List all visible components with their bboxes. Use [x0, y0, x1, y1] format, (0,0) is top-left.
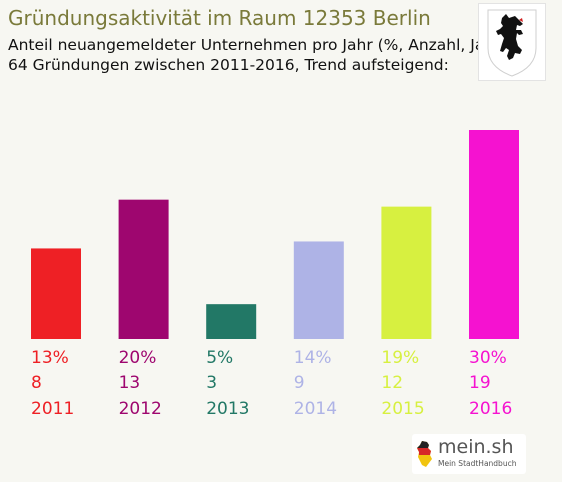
berlin-bear-icon: [487, 9, 537, 77]
bar-2013: [206, 304, 257, 339]
count-label-2011: 8: [31, 373, 42, 393]
year-label-2012: 2012: [119, 399, 162, 419]
year-label-2015: 2015: [381, 399, 424, 419]
germany-map-icon: [417, 441, 432, 467]
percent-label-2014: 14%: [294, 348, 332, 368]
year-label-2014: 2014: [294, 399, 337, 419]
count-label-2015: 12: [381, 373, 403, 393]
year-label-2011: 2011: [31, 399, 74, 419]
percent-label-2012: 20%: [119, 348, 157, 368]
percent-label-2013: 5%: [206, 348, 233, 368]
bar-2016: [469, 130, 519, 339]
berlin-coat-of-arms: [478, 3, 546, 81]
chart-summary: 64 Gründungen zwischen 2011-2016, Trend …: [8, 56, 449, 74]
count-label-2013: 3: [206, 373, 217, 393]
chart-title: Gründungsaktivität im Raum 12353 Berlin: [8, 6, 431, 30]
percent-label-2016: 30%: [469, 348, 507, 368]
year-label-2013: 2013: [206, 399, 249, 419]
brand-name: mein.sh: [438, 436, 514, 458]
bar-2011: [31, 248, 81, 339]
percent-label-2011: 13%: [31, 348, 69, 368]
year-label-2016: 2016: [469, 399, 512, 419]
count-label-2012: 13: [119, 373, 141, 393]
chart-subtitle: Anteil neuangemeldeter Unternehmen pro J…: [8, 36, 507, 54]
brand-logo: mein.sh Mein StadtHandbuch: [412, 434, 526, 474]
count-label-2014: 9: [294, 373, 305, 393]
count-label-2016: 19: [469, 373, 491, 393]
bar-2014: [293, 241, 344, 339]
percent-label-2015: 19%: [381, 348, 419, 368]
bar-2015: [381, 206, 432, 339]
bar-2012: [118, 199, 169, 339]
brand-tagline: Mein StadtHandbuch: [438, 459, 517, 468]
